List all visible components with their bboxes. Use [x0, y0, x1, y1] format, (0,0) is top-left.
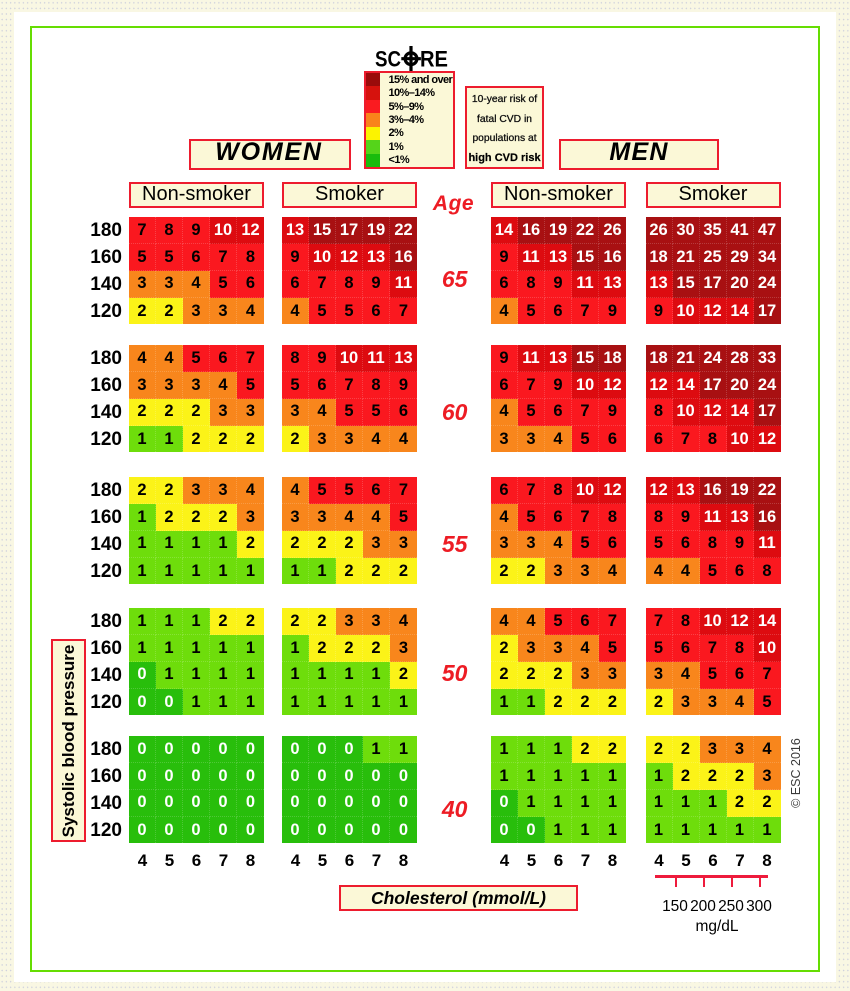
svg-text:SC: SC — [375, 47, 401, 72]
svg-text:RE: RE — [420, 47, 448, 72]
